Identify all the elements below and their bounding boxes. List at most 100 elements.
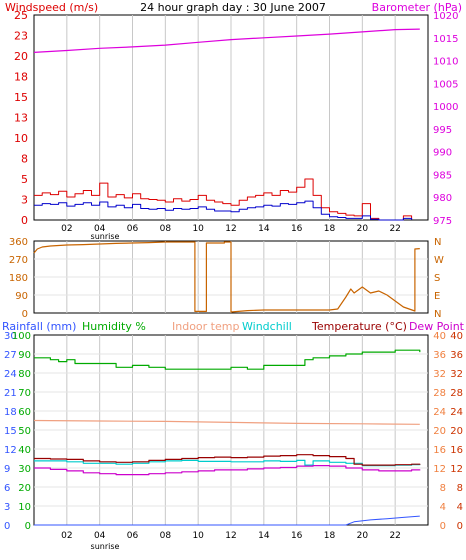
temperature-tick-label: 20 <box>433 426 446 437</box>
barometer-line <box>33 28 420 53</box>
humidity-tick-label: 60 <box>18 407 31 418</box>
rainfall-tick-label: 21 <box>4 388 17 399</box>
temperature-line <box>34 454 421 466</box>
barometer-tick-label: 1020 <box>433 11 458 22</box>
bottom-series <box>33 349 421 526</box>
direction-degree-tick: 0 <box>22 309 28 320</box>
barometer-tick-label: 985 <box>433 170 452 181</box>
temperature-tick-label-secondary: 16 <box>450 445 463 456</box>
bottom-panel: Rainfall (mm) Humidity % Indoor temp Win… <box>2 320 465 551</box>
direction-degree-tick: 180 <box>9 273 28 284</box>
windspeed-tick-label: 3 <box>21 194 28 207</box>
windspeed-tick-label: 15 <box>14 91 28 104</box>
barometer-tick-label: 980 <box>433 193 452 204</box>
temperature-tick-label-secondary: 8 <box>457 483 463 494</box>
x-tick-label: 10 <box>192 224 204 234</box>
x-tick-label: 12 <box>225 224 236 234</box>
rainfall-line <box>34 515 420 526</box>
barometer-tick-label: 1005 <box>433 79 458 90</box>
x-tick-label: 14 <box>258 224 270 234</box>
humidity-tick-label: 80 <box>18 369 31 380</box>
direction-compass-tick: E <box>434 291 440 302</box>
x-tick-label: 20 <box>357 224 369 234</box>
temperature-tick-label: 40 <box>433 331 446 342</box>
temperature-tick-label: 32 <box>433 369 446 380</box>
windspeed-tick-label: 20 <box>14 50 28 63</box>
humidity-tick-label: 90 <box>18 350 31 361</box>
temperature-tick-label: 0 <box>440 521 446 532</box>
humidity-tick-label: 10 <box>18 502 31 513</box>
temperature-legend: Temperature (°C) <box>311 320 407 333</box>
humidity-legend: Humidity % <box>82 320 146 333</box>
x-tick-label: 22 <box>389 224 400 234</box>
wind-average-line <box>34 200 413 221</box>
temperature-tick-label: 8 <box>440 483 446 494</box>
rainfall-axis: 0 3 6 9 12 15 18 21 24 27 30 <box>4 331 17 532</box>
x-tick-label: 16 <box>291 224 303 234</box>
rainfall-tick-label: 24 <box>4 369 17 380</box>
windspeed-tick-label: 10 <box>14 132 28 145</box>
temperature-tick-label-secondary: 40 <box>450 331 463 342</box>
humidity-axis: 0 10 20 30 40 50 60 70 80 90 100 <box>12 331 31 532</box>
rainfall-tick-label: 30 <box>4 331 17 342</box>
x-tick-label: 06 <box>127 224 139 234</box>
humidity-tick-label: 30 <box>18 464 31 475</box>
temperature-tick-label: 28 <box>433 388 446 399</box>
x-tick-label: 18 <box>324 531 336 541</box>
top-panel: Windspeed (m/s) 24 hour graph day : 30 J… <box>5 1 462 241</box>
x-tick-label: 10 <box>192 531 204 541</box>
direction-compass-tick: W <box>434 255 444 266</box>
rainfall-tick-label: 15 <box>4 426 17 437</box>
x-tick-label: 18 <box>324 224 336 234</box>
bottom-x-axis: 02 04 06 08 10 12 14 16 18 20 22 <box>61 531 401 541</box>
windspeed-tick-label: 8 <box>21 153 28 166</box>
windspeed-tick-label: 13 <box>14 112 28 125</box>
rainfall-tick-label: 0 <box>4 521 10 532</box>
x-tick-label: 20 <box>357 531 369 541</box>
top-series <box>33 28 420 221</box>
dewpoint-legend: Dew Point <box>409 320 465 333</box>
top-x-axis: 02 04 06 08 10 12 14 16 18 20 22 <box>61 224 401 234</box>
rainfall-tick-label: 3 <box>4 502 10 513</box>
rainfall-tick-label: 27 <box>4 350 17 361</box>
page-title: 24 hour graph day : 30 June 2007 <box>140 1 326 14</box>
direction-compass-tick: S <box>434 273 440 284</box>
barometer-tick-label: 1000 <box>433 102 458 113</box>
humidity-tick-label: 40 <box>18 445 31 456</box>
windspeed-tick-label: 18 <box>14 71 28 84</box>
temperature-tick-label: 36 <box>433 350 446 361</box>
temperature-tick-label-secondary: 4 <box>457 502 463 513</box>
rainfall-tick-label: 18 <box>4 407 17 418</box>
temperature-tick-label-secondary: 36 <box>450 350 463 361</box>
temperature-tick-label: 12 <box>433 464 446 475</box>
direction-series <box>33 241 420 313</box>
temperature-tick-label: 24 <box>433 407 446 418</box>
humidity-tick-label: 20 <box>18 483 31 494</box>
humidity-tick-label: 50 <box>18 426 31 437</box>
temperature-tick-label: 4 <box>440 502 446 513</box>
x-tick-label: 02 <box>61 224 72 234</box>
humidity-tick-label: 0 <box>25 521 31 532</box>
windspeed-tick-label: 0 <box>21 214 28 227</box>
x-tick-label: 12 <box>225 531 236 541</box>
humidity-line <box>34 349 421 370</box>
direction-degree-tick: 270 <box>9 255 28 266</box>
rainfall-tick-label: 6 <box>4 483 10 494</box>
rainfall-tick-label: 9 <box>4 464 10 475</box>
direction-compass-tick: N <box>434 237 441 248</box>
windspeed-tick-label: 23 <box>14 30 28 43</box>
humidity-tick-label: 100 <box>12 331 31 342</box>
x-tick-label: 22 <box>389 531 400 541</box>
x-tick-label: 02 <box>61 531 72 541</box>
barometer-tick-label: 975 <box>433 216 452 227</box>
direction-compass-tick: N <box>434 309 441 320</box>
barometer-legend: Barometer (hPa) <box>372 1 462 14</box>
temperature-tick-label-secondary: 20 <box>450 426 463 437</box>
x-tick-label: 04 <box>94 224 106 234</box>
temperature-tick-label-secondary: 28 <box>450 388 463 399</box>
top-grid <box>66 15 396 220</box>
temperature-tick-label-secondary: 12 <box>450 464 463 475</box>
